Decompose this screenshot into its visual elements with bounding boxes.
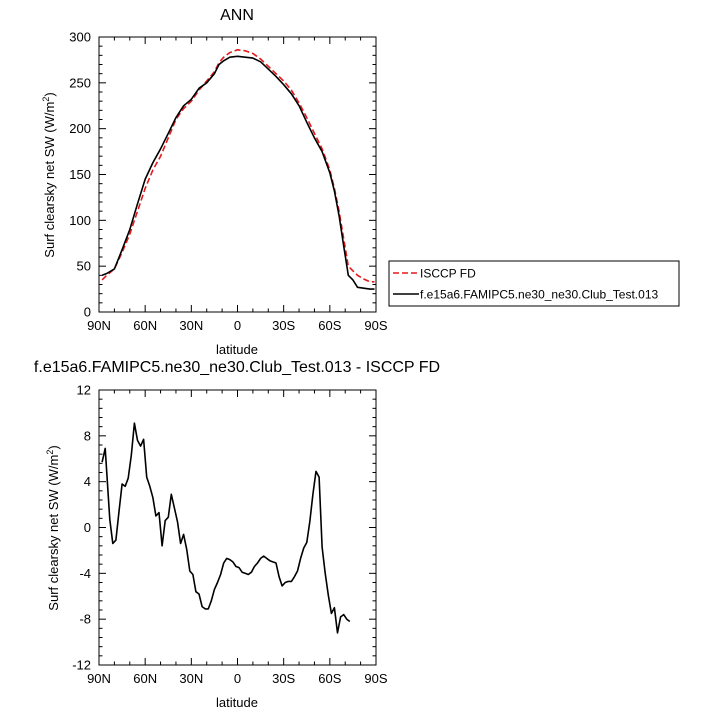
top-legend: ISCCP FD f.e15a6.FAMIPC5.ne30_ne30.Club_T… bbox=[388, 260, 680, 307]
bottom-series-0-line bbox=[101, 422, 351, 634]
top-x-tick-label: 60N bbox=[133, 318, 157, 333]
bottom-chart-title: f.e15a6.FAMIPC5.ne30_ne30.Club_Test.013 … bbox=[34, 359, 440, 376]
top-panel: ANN 90N 60N 30N 0 30S 60S 90S 0 50 100 150 200 250 30… bbox=[41, 7, 680, 357]
bottom-y-tick-label: -4 bbox=[79, 566, 91, 581]
bottom-y-tick-label: -12 bbox=[72, 658, 91, 673]
bottom-x-tick-label: 90N bbox=[87, 671, 111, 686]
top-x-tick-label: 90N bbox=[87, 318, 111, 333]
bottom-y-tick-label: 8 bbox=[84, 428, 91, 443]
top-x-tick-label: 30S bbox=[272, 318, 295, 333]
legend-label: f.e15a6.FAMIPC5.ne30_ne30.Club_Test.013 bbox=[420, 288, 658, 302]
top-x-axis-label: latitude bbox=[216, 342, 258, 357]
bottom-y-axis-label: Surf clearsky net SW (W/m2) bbox=[45, 445, 61, 610]
top-x-tick-label: 30N bbox=[179, 318, 203, 333]
top-plot-frame bbox=[98, 36, 377, 313]
top-series-1-line bbox=[101, 55, 375, 290]
top-y-tick-label: 300 bbox=[69, 30, 91, 45]
bottom-x-tick-label: 0 bbox=[234, 671, 241, 686]
legend-label: ISCCP FD bbox=[420, 267, 476, 281]
top-series-0-line bbox=[101, 49, 375, 283]
top-y-tick-label: 100 bbox=[69, 213, 91, 228]
bottom-x-tick-label: 60N bbox=[133, 671, 157, 686]
top-y-tick-label: 0 bbox=[84, 305, 91, 320]
legend-box bbox=[388, 260, 680, 307]
bottom-x-tick-label: 30N bbox=[179, 671, 203, 686]
top-y-tick-label: 50 bbox=[77, 259, 91, 274]
bottom-y-tick-label: 0 bbox=[84, 520, 91, 535]
bottom-x-axis-label: latitude bbox=[216, 695, 258, 710]
top-y-tick-label: 150 bbox=[69, 167, 91, 182]
bottom-plot-area: 90N 60N 30N 0 30S 60S 90S -12 -8 -4 0 4 8 12 bbox=[72, 383, 388, 687]
top-plot-area: 90N 60N 30N 0 30S 60S 90S 0 50 100 150 200 250 300 bbox=[69, 30, 388, 334]
bottom-y-tick-label: -8 bbox=[79, 612, 91, 627]
bottom-plot-frame bbox=[98, 389, 377, 666]
top-x-tick-label: 60S bbox=[318, 318, 341, 333]
bottom-x-tick-label: 60S bbox=[318, 671, 341, 686]
bottom-x-tick-label: 30S bbox=[272, 671, 295, 686]
top-x-tick-label: 90S bbox=[364, 318, 387, 333]
bottom-y-tick-label: 4 bbox=[84, 474, 91, 489]
top-y-tick-label: 250 bbox=[69, 75, 91, 90]
top-chart-title: ANN bbox=[220, 7, 254, 24]
bottom-x-tick-label: 90S bbox=[364, 671, 387, 686]
bottom-panel: f.e15a6.FAMIPC5.ne30_ne30.Club_Test.013 … bbox=[34, 359, 440, 710]
top-y-tick-label: 200 bbox=[69, 121, 91, 136]
top-x-tick-label: 0 bbox=[234, 318, 241, 333]
top-y-axis-label: Surf clearsky net SW (W/m2) bbox=[41, 92, 57, 257]
bottom-y-tick-label: 12 bbox=[77, 383, 91, 398]
